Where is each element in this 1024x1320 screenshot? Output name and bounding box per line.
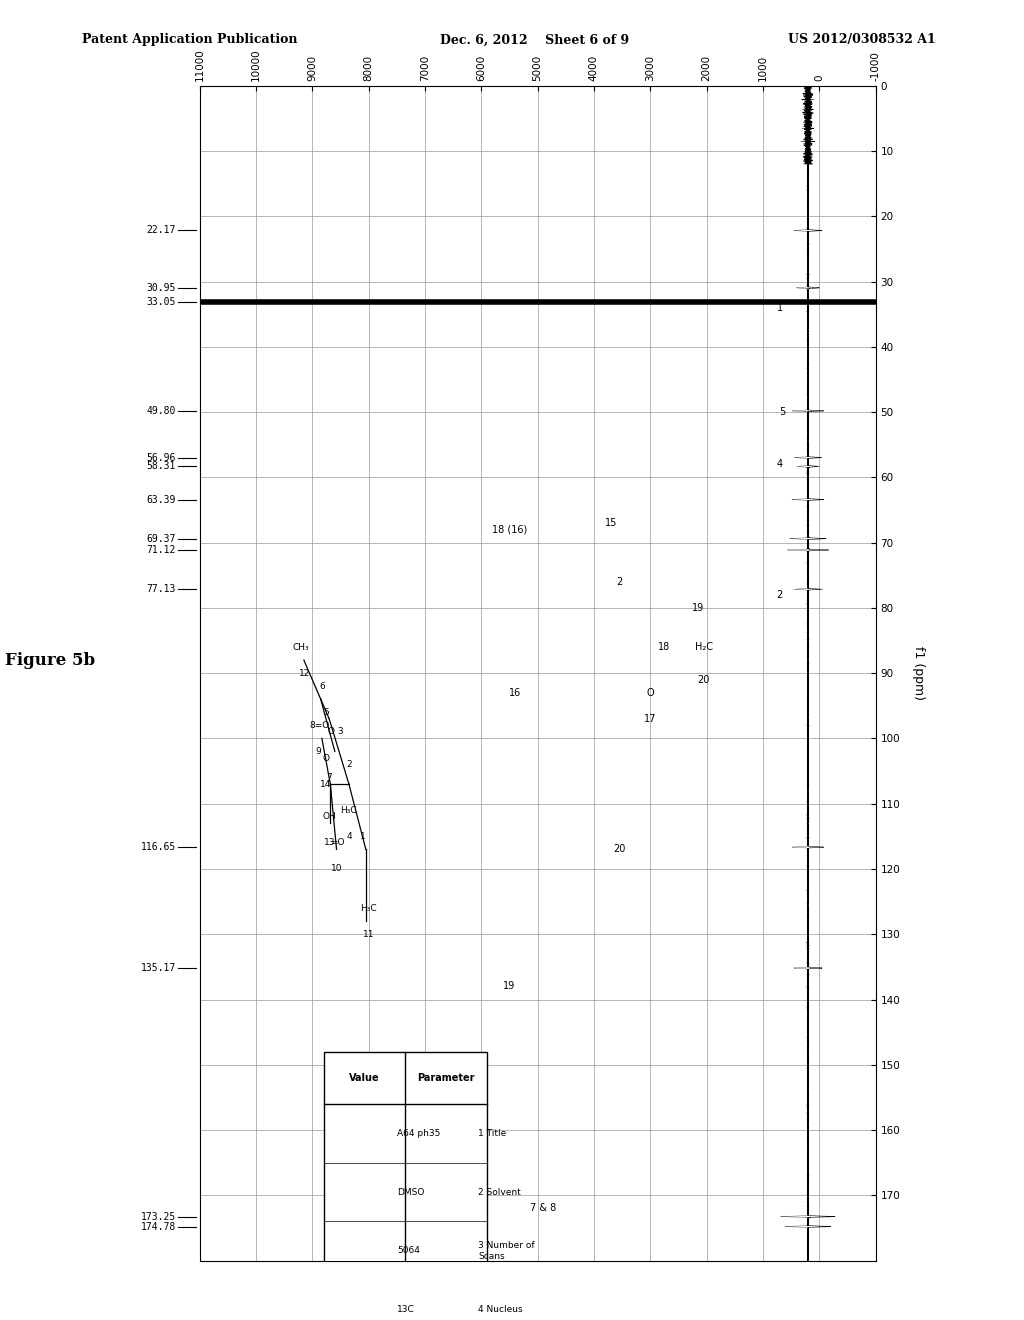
Text: 33.05: 33.05 <box>146 297 176 306</box>
Text: 2: 2 <box>776 590 783 599</box>
Text: 16: 16 <box>509 688 521 698</box>
Text: 18: 18 <box>658 642 671 652</box>
Text: 116.65: 116.65 <box>140 842 176 853</box>
Text: 4 Nucleus: 4 Nucleus <box>478 1305 523 1313</box>
Text: 58.31: 58.31 <box>146 462 176 471</box>
Text: 4: 4 <box>346 832 351 841</box>
Text: 174.78: 174.78 <box>140 1221 176 1232</box>
Text: Patent Application Publication: Patent Application Publication <box>82 33 297 46</box>
Text: 77.13: 77.13 <box>146 585 176 594</box>
Text: 2 Solvent: 2 Solvent <box>478 1188 521 1196</box>
Text: 8=O: 8=O <box>309 721 329 730</box>
Bar <box>324 1052 486 1274</box>
Text: 13C: 13C <box>396 1305 415 1313</box>
Y-axis label: f1 (ppm): f1 (ppm) <box>912 647 925 700</box>
Text: O: O <box>323 754 330 763</box>
Text: =O: =O <box>330 838 344 847</box>
Text: O 3: O 3 <box>328 727 343 737</box>
Text: 11: 11 <box>362 929 375 939</box>
Text: 20: 20 <box>613 845 626 854</box>
Text: OH: OH <box>323 812 336 821</box>
Text: 20: 20 <box>697 675 710 685</box>
Text: DMSO: DMSO <box>396 1188 424 1196</box>
Text: Value: Value <box>349 1073 380 1082</box>
Text: A64 ph35: A64 ph35 <box>396 1129 440 1138</box>
Text: 7 & 8: 7 & 8 <box>530 1204 556 1213</box>
Text: 135.17: 135.17 <box>140 964 176 973</box>
Text: 173.25: 173.25 <box>140 1212 176 1221</box>
Text: 17: 17 <box>644 714 656 723</box>
Text: 14: 14 <box>319 780 331 788</box>
Text: Parameter: Parameter <box>418 1073 475 1082</box>
Text: 63.39: 63.39 <box>146 495 176 504</box>
Text: 1: 1 <box>359 832 366 841</box>
Text: 5: 5 <box>323 708 329 717</box>
Text: 49.80: 49.80 <box>146 405 176 416</box>
Text: 56.96: 56.96 <box>146 453 176 462</box>
Text: H₃C: H₃C <box>341 805 357 814</box>
Text: 19: 19 <box>692 603 705 612</box>
Text: 2: 2 <box>346 760 351 770</box>
Text: 2: 2 <box>616 577 623 587</box>
Text: 7: 7 <box>327 774 332 783</box>
Text: 6: 6 <box>319 681 326 690</box>
Text: 13: 13 <box>324 838 335 847</box>
Text: H₂C: H₂C <box>694 642 713 652</box>
Text: Figure 5b: Figure 5b <box>5 652 95 669</box>
Text: US 2012/0308532 A1: US 2012/0308532 A1 <box>788 33 936 46</box>
Text: 9: 9 <box>315 747 321 756</box>
Text: 18 (16): 18 (16) <box>492 524 527 535</box>
Text: CH₃: CH₃ <box>293 643 309 652</box>
Text: 5: 5 <box>779 407 785 417</box>
Text: 15: 15 <box>604 517 617 528</box>
Text: 30.95: 30.95 <box>146 282 176 293</box>
Text: 19: 19 <box>504 982 515 991</box>
Text: 69.37: 69.37 <box>146 533 176 544</box>
Text: 22.17: 22.17 <box>146 226 176 235</box>
Text: Dec. 6, 2012    Sheet 6 of 9: Dec. 6, 2012 Sheet 6 of 9 <box>440 33 630 46</box>
Text: 1: 1 <box>777 302 782 313</box>
Text: 5064: 5064 <box>396 1246 420 1255</box>
Text: 10: 10 <box>332 865 343 874</box>
Text: 12: 12 <box>299 669 310 677</box>
Text: 3 Number of
Scans: 3 Number of Scans <box>478 1241 536 1261</box>
Text: 4: 4 <box>777 459 782 470</box>
Text: H₃C: H₃C <box>360 904 377 912</box>
Text: 1 Title: 1 Title <box>478 1129 507 1138</box>
Text: O: O <box>646 688 654 698</box>
Text: 71.12: 71.12 <box>146 545 176 554</box>
